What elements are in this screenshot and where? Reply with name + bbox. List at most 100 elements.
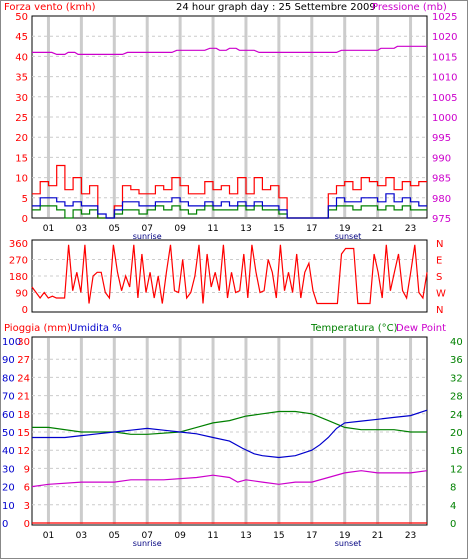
wind-tick-label: 45 [15, 32, 28, 43]
pressure-tick-label: 1000 [432, 113, 457, 124]
humidity-tick-label: 10 [2, 501, 15, 512]
direction-tick-label: 360 [9, 239, 28, 250]
humidity-tick-label: 90 [2, 355, 15, 366]
rain-tick-label: 12 [17, 446, 30, 457]
pressure-tick-label: 1025 [432, 12, 457, 23]
climate-panel [31, 336, 428, 526]
humidity-tick-label: 100 [2, 337, 21, 348]
humidity-tick-label: 80 [2, 373, 15, 384]
wind-tick-label: 25 [15, 113, 28, 124]
pressure-tick-label: 980 [432, 194, 451, 205]
dew-point-label: Dew Point [396, 323, 446, 334]
hour-label: 15 [273, 531, 284, 541]
hour-label: 19 [339, 224, 351, 234]
rain-tick-label: 3 [24, 501, 30, 512]
humidity-tick-label: 20 [2, 483, 15, 494]
temperature-tick-label: 8 [450, 483, 456, 494]
wind-tick-label: 0 [22, 214, 28, 225]
sunrise-label: sunrise [133, 232, 162, 241]
compass-label: S [436, 272, 442, 283]
compass-label: W [436, 289, 446, 300]
temperature-tick-label: 4 [450, 501, 456, 512]
pressure-tick-label: 1020 [432, 32, 457, 43]
wind-tick-label: 15 [15, 153, 28, 164]
direction-tick-label: 270 [9, 256, 28, 267]
temperature-tick-label: 20 [450, 428, 463, 439]
pressure-label: Pressione (mb) [372, 2, 447, 13]
hour-label: 03 [76, 531, 87, 541]
hour-label: 09 [174, 531, 186, 541]
hour-label: 07 [141, 224, 152, 234]
temperature-tick-label: 16 [450, 446, 463, 457]
hour-label: 13 [240, 531, 251, 541]
hour-label: 21 [372, 224, 383, 234]
rain-tick-label: 9 [24, 464, 30, 475]
pressure-tick-label: 975 [432, 214, 451, 225]
wind-tick-label: 10 [15, 174, 28, 185]
hour-label: 07 [141, 531, 152, 541]
compass-label: E [436, 256, 442, 267]
rain-tick-label: 15 [17, 428, 30, 439]
hour-label: 11 [207, 224, 218, 234]
direction-tick-label: 0 [22, 305, 28, 316]
wind-tick-label: 40 [15, 52, 28, 63]
temperature-tick-label: 0 [450, 519, 456, 530]
rain-tick-label: 27 [17, 355, 30, 366]
graph-title: 24 hour graph day : 25 Settembre 2009 [176, 2, 376, 13]
direction-tick-label: 180 [9, 272, 28, 283]
pressure-tick-label: 995 [432, 133, 451, 144]
pressure-tick-label: 985 [432, 174, 451, 185]
sunset-label: sunset [335, 539, 362, 548]
wind-tick-label: 50 [15, 12, 28, 23]
rain-tick-label: 18 [17, 410, 30, 421]
hour-label: 05 [109, 224, 120, 234]
wind-avg-series [32, 193, 427, 219]
temperature-tick-label: 40 [450, 337, 463, 348]
rain-label: Pioggia (mm) [4, 323, 71, 334]
hour-label: 17 [306, 224, 317, 234]
humidity-tick-label: 40 [2, 446, 15, 457]
dew-point-series [31, 470, 428, 488]
temperature-tick-label: 12 [450, 464, 463, 475]
wind-tick-label: 5 [22, 194, 28, 205]
wind-low-series [32, 205, 427, 219]
temperature-series [32, 410, 427, 435]
humidity-tick-label: 60 [2, 410, 15, 421]
humidity-tick-label: 0 [2, 519, 8, 530]
direction-panel [31, 239, 428, 313]
rain-tick-label: 30 [17, 337, 30, 348]
hour-label: 05 [109, 531, 120, 541]
direction-tick-label: 90 [15, 289, 28, 300]
sunset-label: sunset [335, 232, 362, 241]
rain-tick-label: 24 [17, 373, 30, 384]
hour-label: 09 [174, 224, 186, 234]
temperature-tick-label: 24 [450, 410, 463, 421]
wind-gust-series [32, 164, 427, 219]
hour-label: 11 [207, 531, 218, 541]
humidity-tick-label: 70 [2, 392, 15, 403]
humidity-tick-label: 30 [2, 464, 15, 475]
hour-label: 23 [405, 224, 416, 234]
hour-label: 15 [273, 224, 284, 234]
humidity-label: Umidita % [70, 323, 122, 334]
pressure-tick-label: 1005 [432, 93, 457, 104]
wind-tick-label: 20 [15, 133, 28, 144]
temperature-label: Temperatura (°C) [310, 323, 398, 334]
wind-tick-label: 30 [15, 93, 28, 104]
hour-label: 03 [76, 224, 87, 234]
sunrise-label: sunrise [133, 539, 162, 548]
hour-label: 21 [372, 531, 383, 541]
temperature-tick-label: 36 [450, 355, 463, 366]
pressure-tick-label: 1015 [432, 52, 457, 63]
pressure-tick-label: 990 [432, 153, 451, 164]
wind-speed-label: Forza vento (kmh) [4, 2, 96, 13]
hour-label: 19 [339, 531, 351, 541]
humidity-series [32, 409, 428, 459]
hour-label: 13 [240, 224, 251, 234]
hour-label: 23 [405, 531, 416, 541]
pressure-series [32, 45, 427, 55]
compass-label: N [436, 239, 443, 250]
compass-label: N [436, 305, 443, 316]
temperature-tick-label: 28 [450, 392, 463, 403]
